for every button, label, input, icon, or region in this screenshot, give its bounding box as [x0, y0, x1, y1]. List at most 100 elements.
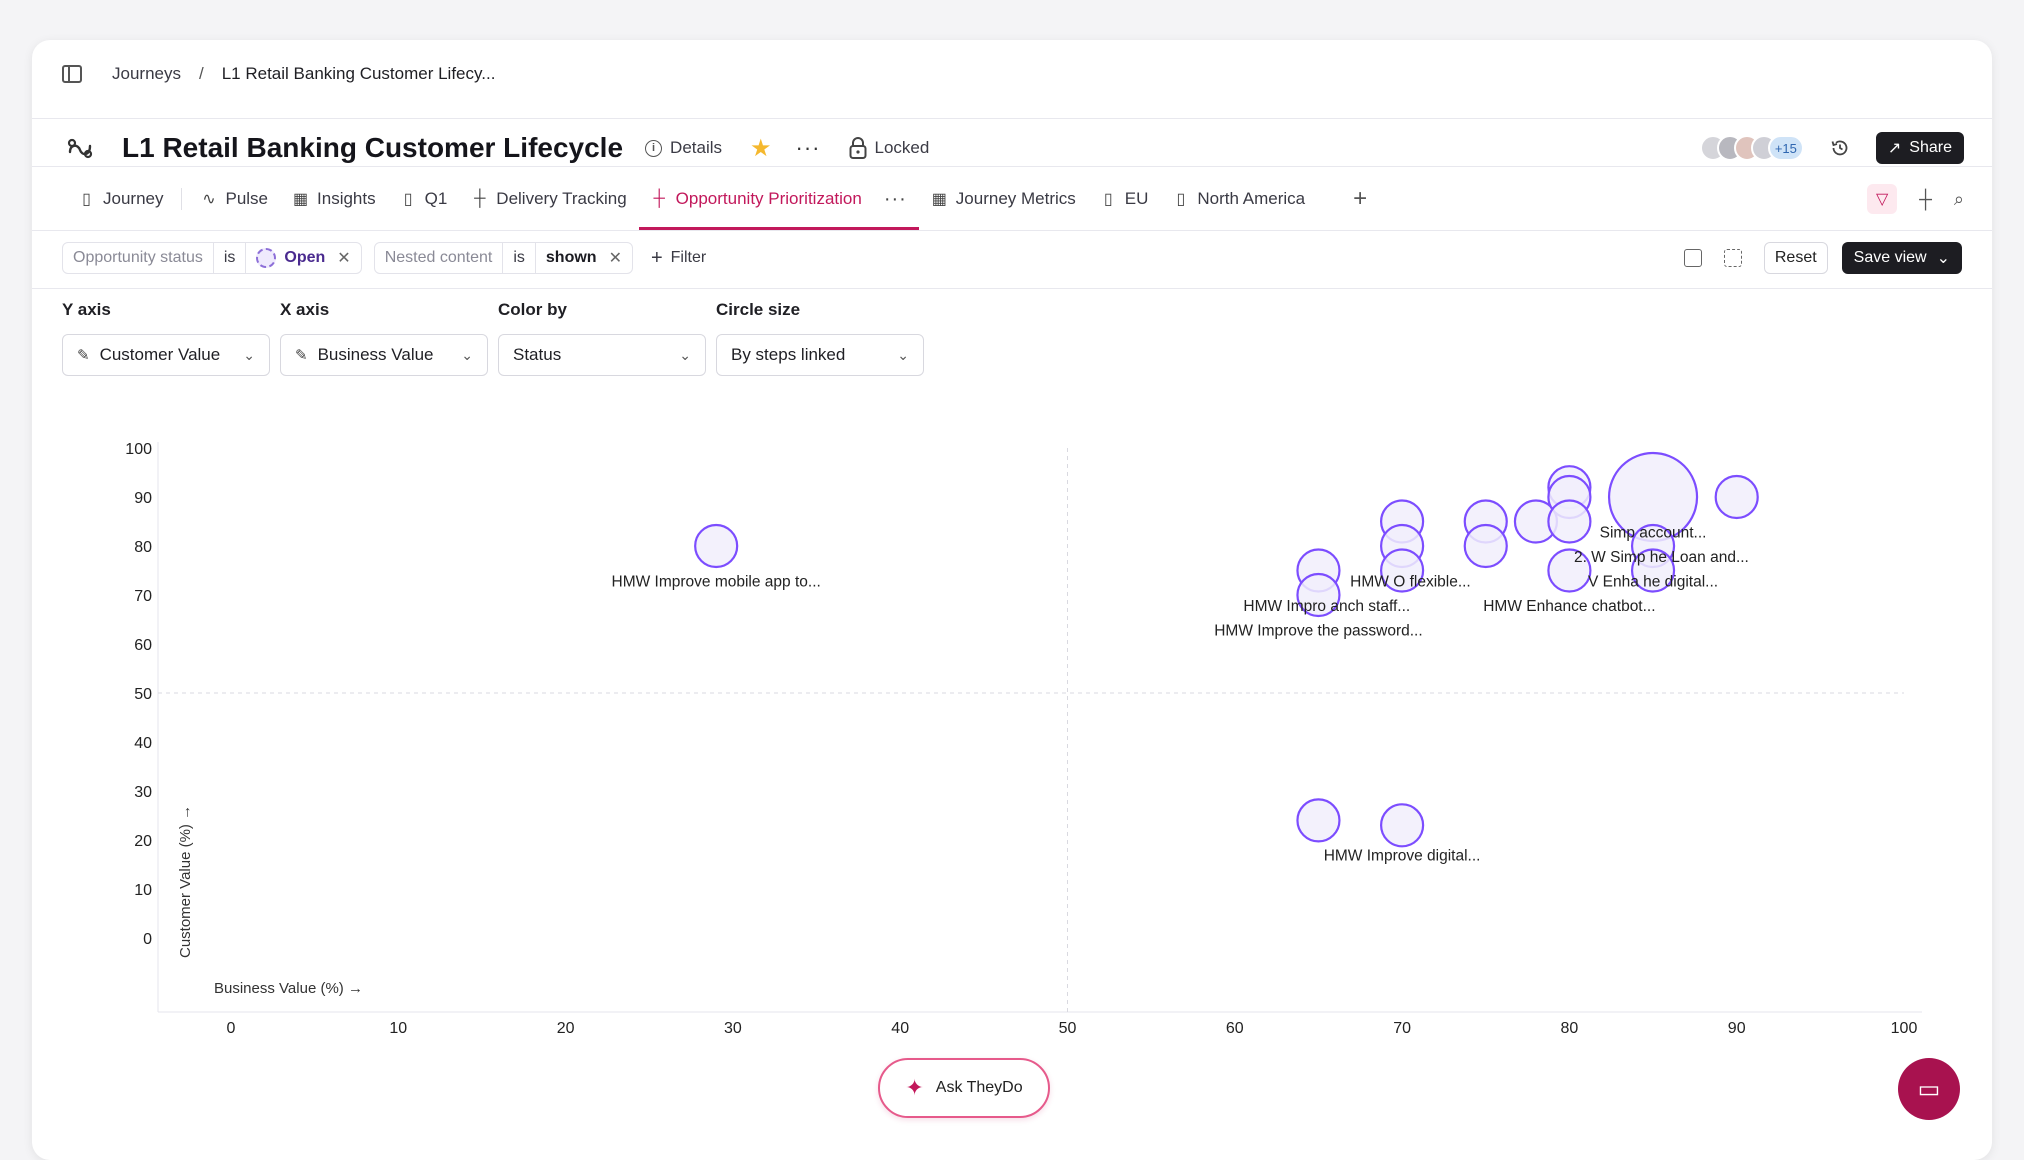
ask-label: Ask TheyDo — [935, 1079, 1023, 1096]
opportunity-bubble — [1463, 499, 1508, 544]
sidebar-toggle-icon[interactable] — [62, 65, 82, 83]
filter-field[interactable]: Opportunity status — [63, 243, 214, 273]
chevron-down-icon: ⌄ — [679, 346, 691, 363]
opportunity-label: HMW Improve mobile app to... — [612, 573, 821, 590]
x-tick-label: 90 — [1728, 1020, 1746, 1037]
filter-operator[interactable]: is — [214, 243, 247, 273]
tab-label: Delivery Tracking — [496, 189, 627, 208]
y-tick-label: 0 — [143, 931, 152, 948]
ask-theydo-button[interactable]: ✦ Ask TheyDo — [878, 1058, 1050, 1118]
tab-q1[interactable]: ▯ Q1 — [388, 168, 460, 230]
tab-label: Opportunity Prioritization — [675, 189, 862, 208]
share-icon: ↗ — [1887, 140, 1902, 157]
x-tick-label: 60 — [1226, 1020, 1244, 1037]
remove-filter-icon[interactable]: ✕ — [337, 250, 351, 267]
tab-pulse[interactable]: ∿ Pulse — [188, 168, 280, 230]
divider — [32, 230, 1992, 231]
pencil-icon: ✎ — [77, 347, 90, 364]
tab-north-america[interactable]: ▯ North America — [1160, 168, 1317, 230]
remove-filter-icon[interactable]: ✕ — [608, 250, 622, 267]
chat-button[interactable]: ▭ — [1898, 1058, 1960, 1120]
y-tick-label: 10 — [134, 882, 152, 899]
star-icon[interactable]: ★ — [750, 134, 772, 162]
chevron-down-icon: ⌄ — [897, 346, 909, 363]
filter-chip-status[interactable]: Opportunity status is Open ✕ — [62, 242, 362, 274]
opportunity-bubble — [1607, 451, 1699, 543]
title-row: L1 Retail Banking Customer Lifecycle i D… — [66, 120, 1964, 176]
grid-icon: ┼ — [653, 190, 665, 207]
grid-icon[interactable]: ┼ — [1919, 188, 1932, 209]
clipboard-icon[interactable] — [1723, 249, 1742, 267]
tab-separator — [181, 188, 183, 210]
map-icon: ▯ — [403, 191, 413, 208]
tab-insights[interactable]: ▦ Insights — [280, 168, 388, 230]
selector-label: Color by — [498, 300, 567, 319]
selector-label: X axis — [280, 300, 330, 319]
share-button[interactable]: ↗ Share — [1875, 132, 1964, 164]
color-by-select[interactable]: Status ⌄ — [498, 334, 706, 376]
opportunity-bubble — [1513, 499, 1559, 544]
add-filter-label: Filter — [670, 249, 707, 266]
info-icon: i — [645, 139, 663, 157]
filter-value[interactable]: shown — [545, 249, 597, 266]
map-icon: ▯ — [1103, 191, 1113, 208]
filter-value-label: Open — [284, 249, 326, 266]
filter-bar: Opportunity status is Open ✕ Nested cont… — [62, 240, 1962, 276]
save-view-button[interactable]: Save view ⌄ — [1841, 242, 1962, 274]
x-tick-label: 30 — [724, 1020, 742, 1037]
chevron-down-icon: ⌄ — [461, 346, 473, 363]
breadcrumb-current[interactable]: L1 Retail Banking Customer Lifecy... — [221, 64, 496, 83]
divider — [32, 118, 1992, 119]
tab-delivery-tracking[interactable]: ┼ Delivery Tracking — [459, 168, 638, 230]
tab-more-icon[interactable]: ··· — [883, 187, 907, 210]
y-tick-label: 40 — [134, 735, 152, 752]
opportunity-bubble — [1379, 523, 1425, 569]
opportunity-label: HMW Improve digital... — [1324, 848, 1481, 865]
app-card: Journeys / L1 Retail Banking Customer Li… — [32, 40, 1992, 1160]
chevron-down-icon: ⌄ — [1936, 250, 1950, 267]
opportunity-bubble — [1547, 465, 1592, 510]
reset-button[interactable]: Reset — [1763, 242, 1828, 274]
status-open-icon — [256, 248, 277, 268]
chat-icon: ▭ — [1917, 1075, 1941, 1103]
tab-journey-metrics[interactable]: ▦ Journey Metrics — [919, 168, 1088, 230]
share-label: Share — [1909, 139, 1952, 156]
pencil-icon: ✎ — [295, 347, 308, 364]
tab-eu[interactable]: ▯ EU — [1088, 168, 1161, 230]
circle-size-select[interactable]: By steps linked ⌄ — [716, 334, 924, 376]
copy-icon[interactable] — [1683, 249, 1702, 267]
history-icon[interactable] — [1830, 138, 1850, 158]
filter-icon[interactable]: ▽ — [1867, 184, 1898, 214]
x-axis-select[interactable]: ✎ Business Value ⌄ — [280, 334, 488, 376]
add-filter-button[interactable]: + Filter — [651, 247, 706, 270]
locked-label: Locked — [874, 138, 930, 157]
filter-field[interactable]: Nested content — [375, 243, 504, 273]
search-icon[interactable]: ⌕ — [1953, 188, 1964, 209]
x-tick-label: 80 — [1561, 1020, 1579, 1037]
tab-label: EU — [1124, 189, 1149, 208]
color-by-selector: Color by Status ⌄ — [498, 300, 706, 376]
tab-opportunity-prioritization[interactable]: ┼ Opportunity Prioritization ··· — [638, 168, 919, 230]
y-tick-label: 90 — [134, 490, 152, 507]
filter-chip-nested[interactable]: Nested content is shown ✕ — [373, 242, 633, 274]
x-tick-label: 70 — [1393, 1020, 1411, 1037]
details-button[interactable]: i Details — [645, 138, 722, 158]
filter-operator[interactable]: is — [503, 243, 536, 273]
selector-value: Business Value — [317, 345, 434, 364]
opportunity-label: V Enha he digital... — [1588, 573, 1718, 590]
more-options-icon[interactable]: ··· — [795, 135, 821, 160]
x-tick-label: 0 — [227, 1020, 236, 1037]
selector-value: Customer Value — [99, 345, 221, 364]
y-axis-select[interactable]: ✎ Customer Value ⌄ — [62, 334, 270, 376]
map-icon: ▯ — [1176, 191, 1186, 208]
locked-status[interactable]: Locked — [849, 136, 930, 160]
tab-label: Pulse — [225, 189, 269, 208]
add-tab-icon[interactable]: + — [1353, 185, 1368, 212]
tab-label: Journey — [103, 189, 164, 208]
filter-value[interactable]: Open — [246, 243, 335, 273]
y-axis-label: Customer Value (%) → — [177, 805, 194, 958]
tab-journey[interactable]: ▯ Journey — [66, 168, 175, 230]
collaborator-avatars[interactable]: +15 — [1699, 135, 1804, 161]
title-actions: +15 ↗ Share — [1699, 132, 1964, 164]
breadcrumb-root[interactable]: Journeys — [112, 64, 181, 83]
